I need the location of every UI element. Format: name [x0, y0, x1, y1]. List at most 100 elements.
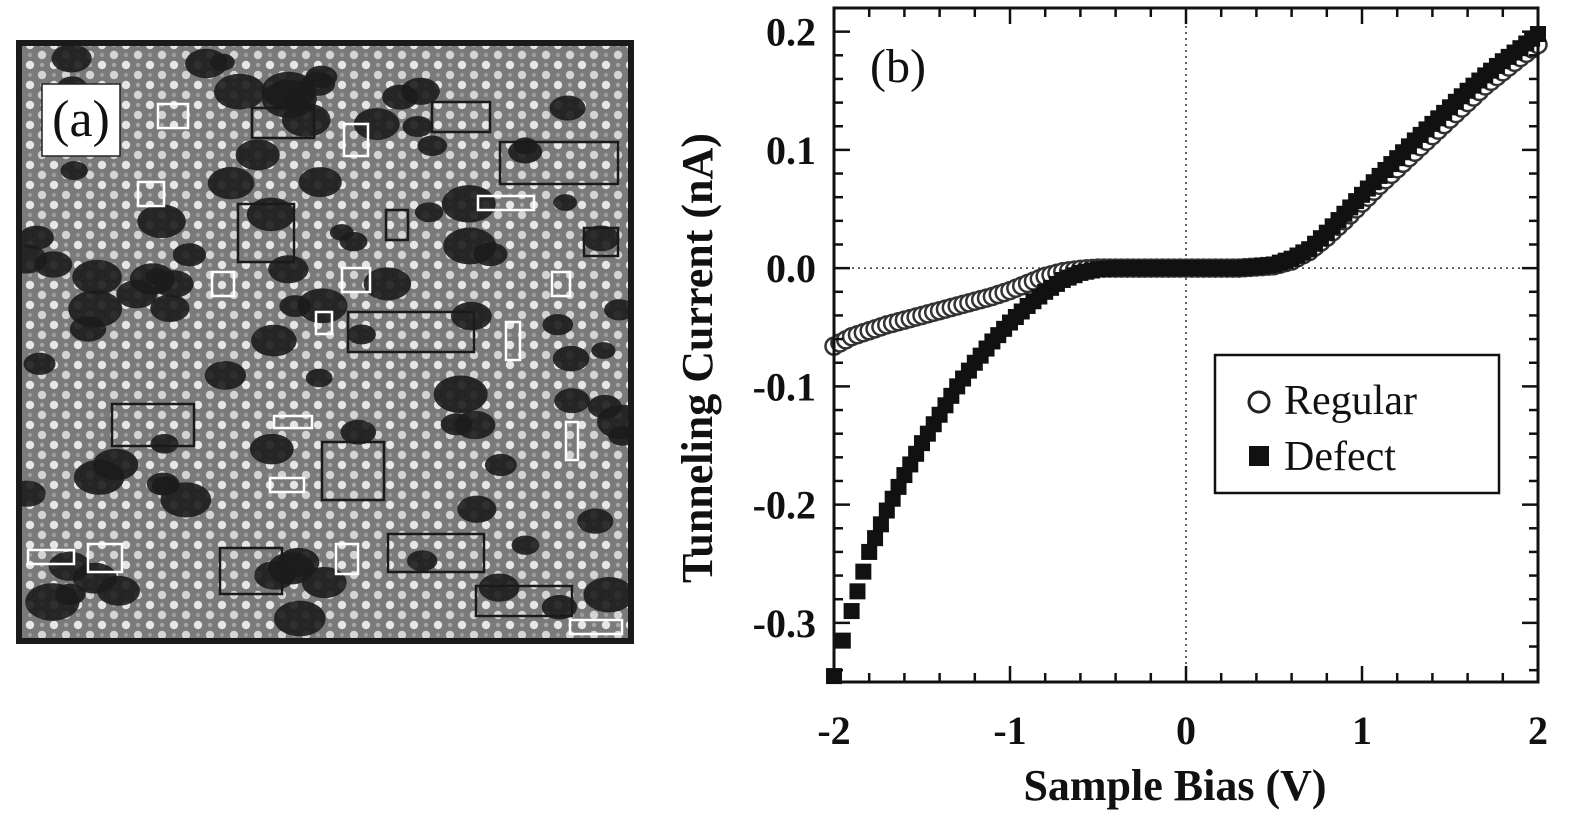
dark-pit	[172, 243, 206, 267]
defect-box	[272, 414, 314, 430]
dark-pit	[363, 267, 412, 301]
reference-lines	[834, 8, 1538, 682]
defect-box	[550, 270, 572, 298]
dark-pit	[274, 600, 326, 637]
y-tick-label: -0.1	[753, 364, 816, 409]
dark-pit	[281, 103, 331, 137]
defect-box	[156, 102, 190, 130]
defect-box	[564, 420, 580, 462]
defect-box	[346, 310, 476, 354]
dark-pit	[511, 535, 540, 555]
dark-pit	[329, 224, 354, 241]
defect-point	[855, 563, 872, 580]
dark-pit	[204, 361, 246, 390]
dark-pit	[22, 480, 46, 507]
defect-box	[26, 548, 76, 566]
defect-box	[314, 310, 334, 336]
stm-dark-pits	[22, 46, 628, 637]
x-tick-label: 0	[1176, 708, 1196, 753]
series-defect	[826, 26, 1546, 685]
dark-pit	[591, 342, 616, 359]
dark-pit	[73, 459, 125, 495]
dark-pit	[254, 560, 296, 590]
x-tick-label: 2	[1528, 708, 1548, 753]
y-tick-label: -0.2	[753, 483, 816, 528]
dark-pit	[353, 108, 400, 141]
defect-box	[384, 208, 410, 242]
defect-box	[342, 122, 370, 158]
dark-pit	[137, 204, 186, 239]
panel-a-label: (a)	[52, 91, 110, 148]
legend-regular-marker	[1247, 390, 1271, 414]
dark-pit	[279, 295, 311, 318]
dark-pit	[433, 375, 488, 414]
defect-box	[136, 180, 166, 208]
defect-box	[86, 542, 124, 574]
defect-box	[110, 402, 196, 448]
dark-pit	[443, 227, 497, 265]
dark-pit	[214, 73, 266, 110]
dark-pit	[604, 299, 628, 321]
dark-pit	[23, 352, 56, 375]
defect-point	[843, 603, 860, 620]
dark-pit	[246, 197, 296, 232]
y-axis-title: Tunneling Current (nA)	[673, 133, 722, 583]
x-axis-title: Sample Bias (V)	[1023, 761, 1326, 810]
defect-point	[872, 516, 889, 533]
dark-pit	[541, 594, 578, 620]
defect-box	[430, 100, 492, 134]
dark-pit	[478, 573, 520, 602]
dark-pit	[340, 419, 377, 445]
defect-point	[849, 583, 866, 600]
dark-pit	[608, 426, 628, 446]
dark-pit	[60, 161, 88, 181]
dark-pit	[417, 135, 447, 157]
dark-pit	[552, 345, 590, 372]
dark-pit	[554, 388, 590, 414]
dark-pit	[441, 185, 496, 223]
dark-pit	[382, 84, 419, 110]
dark-pit	[549, 95, 586, 121]
legend-defect-label: Defect	[1284, 434, 1396, 480]
legend-defect-marker	[1249, 446, 1269, 466]
dark-pit	[251, 324, 297, 357]
defect-box	[340, 266, 372, 294]
y-tick-label: 0.2	[766, 10, 816, 55]
x-tick-label: -1	[993, 708, 1026, 753]
defect-box	[334, 542, 360, 576]
dark-pit	[577, 508, 614, 534]
y-tick-labels: -0.3 -0.2 -0.1 0.0 0.1 0.2	[753, 10, 816, 646]
dark-pit	[145, 268, 170, 286]
stm-defect-boxes	[26, 100, 624, 636]
defect-box	[474, 584, 574, 618]
defect-box	[236, 202, 296, 264]
dark-pit	[209, 53, 235, 71]
defect-box	[568, 618, 624, 636]
dark-pit	[150, 434, 179, 454]
defect-box	[476, 194, 536, 212]
defect-box	[386, 532, 486, 574]
dark-pit	[583, 577, 628, 613]
y-tick-label: -0.3	[753, 601, 816, 646]
dark-pit	[553, 194, 578, 211]
dark-pit	[72, 259, 122, 295]
defect-box	[498, 140, 620, 186]
defect-point	[861, 543, 878, 560]
defect-box	[268, 476, 306, 494]
dark-pit	[146, 472, 180, 496]
panel-a-label-box	[41, 83, 121, 157]
dark-pit	[150, 294, 190, 323]
dark-pit	[582, 225, 620, 252]
axis-ticks	[832, 6, 1540, 682]
dark-pit	[297, 288, 348, 324]
dark-pit	[587, 394, 622, 419]
defect-box	[320, 440, 386, 502]
dark-pit	[402, 116, 433, 138]
dark-pit	[22, 225, 54, 250]
dark-pit	[97, 575, 141, 606]
dark-pit	[51, 46, 92, 73]
defect-box	[504, 320, 522, 362]
dark-pit	[508, 139, 543, 164]
defect-box	[250, 106, 316, 140]
